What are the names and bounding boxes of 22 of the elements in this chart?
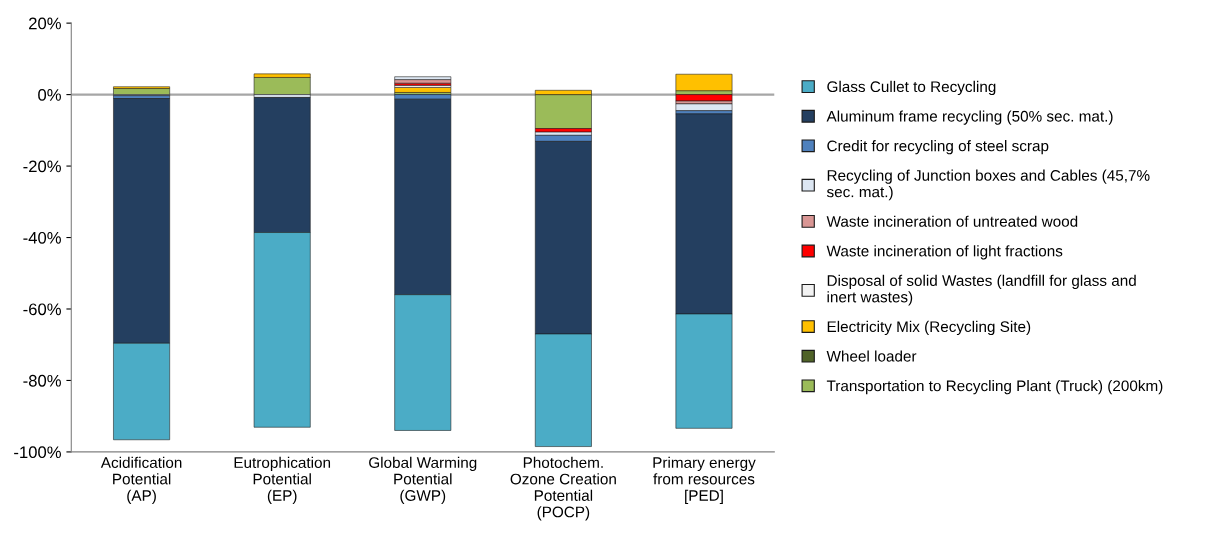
legend-label: Waste incineration of untreated wood bbox=[826, 215, 1078, 227]
x-tick-label: Global Warming Potential (GWP) bbox=[369, 456, 477, 504]
y-tick-label: -20% bbox=[23, 160, 61, 173]
x-tick-label: Acidification Potential (AP) bbox=[100, 456, 182, 504]
y-tick-label: -40% bbox=[23, 231, 61, 244]
legend-label: Glass Cullet to Recycling bbox=[827, 80, 996, 96]
legend-label: Recycling of Junction boxes and Cables (45,7% sec. mat.) bbox=[826, 169, 1150, 201]
x-tick-label: Primary energy from resources [PED] bbox=[653, 456, 756, 504]
y-tick-label: 20% bbox=[29, 17, 61, 30]
x-tick-label: Eutrophication Potential (EP) bbox=[234, 456, 331, 504]
legend-label: Waste incineration of light fractions bbox=[826, 245, 1063, 260]
y-tick-label: -80% bbox=[23, 374, 61, 387]
x-tick-label: Photochem. Ozone Creation Potential (POCP) bbox=[510, 456, 616, 521]
legend-label: Aluminum frame recycling (50% sec. mat.) bbox=[826, 110, 1113, 125]
legend-label: Electricity Mix (Recycling Site) bbox=[827, 320, 1031, 336]
legend-label: Credit for recycling of steel scrap bbox=[827, 140, 1049, 155]
y-tick-label: -100% bbox=[14, 446, 61, 459]
legend-label: Wheel loader bbox=[826, 350, 917, 362]
legend-label: Transportation to Recycling Plant (Truck) (200km) bbox=[826, 380, 1163, 395]
y-tick-label: -60% bbox=[23, 303, 61, 316]
y-tick-label: 0% bbox=[38, 89, 61, 101]
legend-label: Disposal of solid Wastes (landfill for glass and inert wastes) bbox=[827, 274, 1136, 306]
